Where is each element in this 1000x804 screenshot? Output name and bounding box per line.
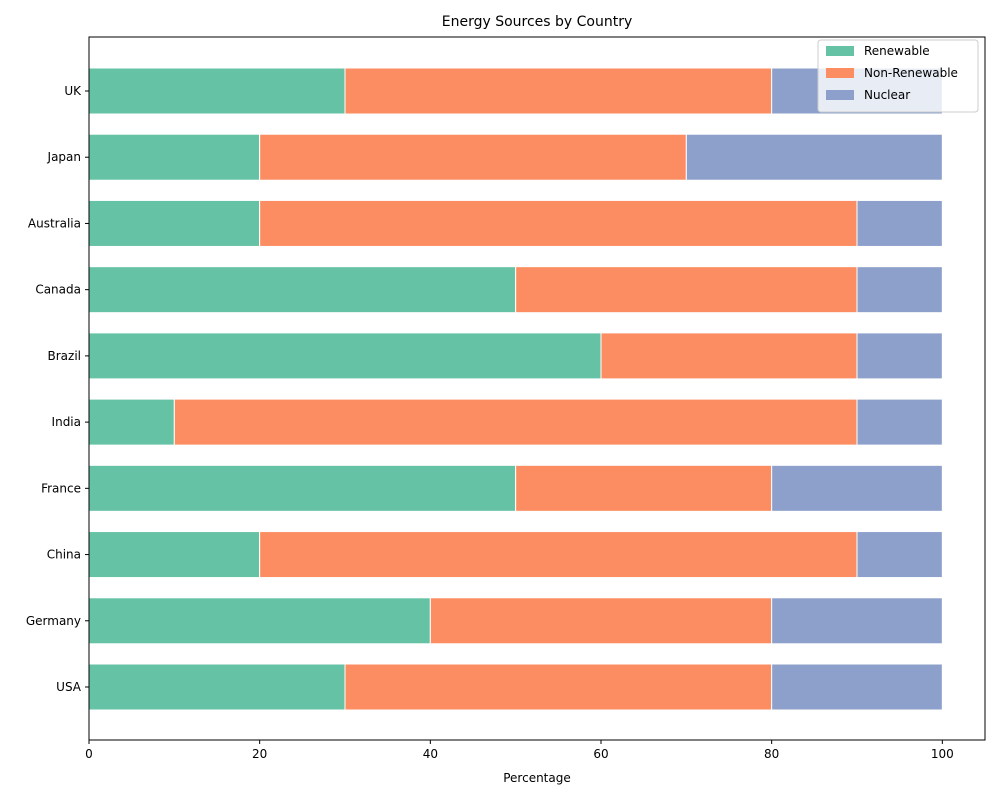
y-tick-label: Germany	[26, 614, 81, 628]
bar-canada-nuclear	[856, 266, 943, 314]
bar-france-renewable	[88, 464, 517, 512]
bar-china-non-renewable	[259, 531, 858, 579]
chart-title: Energy Sources by Country	[442, 14, 633, 30]
bar-brazil-nuclear	[856, 332, 943, 380]
legend-label: Nuclear	[864, 88, 910, 102]
x-tick-label: 100	[931, 747, 954, 761]
bar-japan-renewable	[88, 133, 261, 181]
x-tick-label: 40	[423, 747, 438, 761]
bars-layer	[88, 67, 943, 711]
bar-brazil-renewable	[88, 332, 602, 380]
bar-australia-nuclear	[856, 199, 943, 247]
bar-china-renewable	[88, 531, 261, 579]
bar-india-nuclear	[856, 398, 943, 446]
y-tick-label: Brazil	[48, 349, 82, 363]
legend-swatch	[826, 68, 854, 78]
legend-swatch	[826, 90, 854, 100]
y-tick-label: Japan	[47, 150, 81, 164]
legend-label: Renewable	[864, 44, 930, 58]
y-tick-label: China	[47, 548, 81, 562]
bar-usa-non-renewable	[344, 663, 773, 711]
bar-france-nuclear	[771, 464, 943, 512]
y-tick-label: USA	[56, 680, 82, 694]
x-axis-label: Percentage	[503, 771, 571, 785]
bar-canada-renewable	[88, 266, 517, 314]
y-tick-label: India	[52, 415, 81, 429]
y-tick-label: UK	[64, 84, 82, 98]
bar-usa-renewable	[88, 663, 346, 711]
y-tick-label: Australia	[28, 216, 81, 230]
bar-japan-nuclear	[685, 133, 943, 181]
bar-australia-non-renewable	[259, 199, 858, 247]
plot-frame	[88, 36, 986, 741]
bar-india-non-renewable	[173, 398, 858, 446]
x-axis-ticks: 0 20 40 60 80 100	[85, 740, 954, 761]
bar-uk-renewable	[88, 67, 346, 115]
bar-usa-nuclear	[771, 663, 943, 711]
x-tick-label: 60	[593, 747, 608, 761]
legend-label: Non-Renewable	[864, 66, 958, 80]
legend: Renewable Non-Renewable Nuclear	[817, 39, 979, 113]
y-tick-label: France	[41, 481, 81, 495]
legend-swatch	[826, 46, 854, 56]
x-tick-label: 20	[252, 747, 267, 761]
bar-brazil-non-renewable	[600, 332, 858, 380]
bar-japan-non-renewable	[259, 133, 687, 181]
bar-uk-non-renewable	[344, 67, 773, 115]
bar-canada-non-renewable	[515, 266, 858, 314]
bar-india-renewable	[88, 398, 175, 446]
bar-china-nuclear	[856, 531, 943, 579]
x-tick-label: 80	[764, 747, 779, 761]
x-tick-label: 0	[85, 747, 93, 761]
legend-box	[817, 39, 979, 113]
y-tick-label: Canada	[35, 283, 81, 297]
bar-germany-non-renewable	[429, 597, 773, 645]
bar-germany-nuclear	[771, 597, 943, 645]
bar-france-non-renewable	[515, 464, 773, 512]
y-axis-ticks: USA Germany China France India Brazil Canada Au…	[26, 84, 89, 694]
bar-germany-renewable	[88, 597, 431, 645]
bar-australia-renewable	[88, 199, 261, 247]
